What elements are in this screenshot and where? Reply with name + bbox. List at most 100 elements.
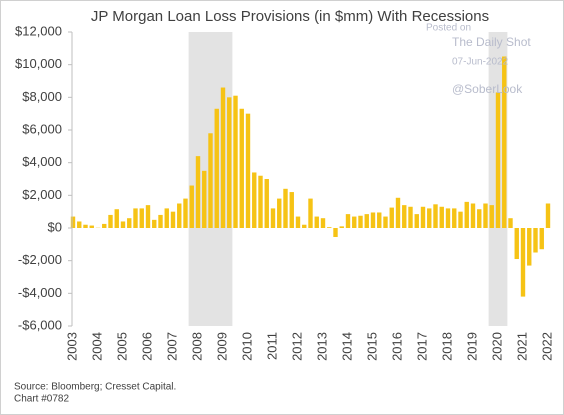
bar: [433, 204, 438, 228]
bar: [445, 208, 451, 228]
bar: [539, 228, 544, 250]
bar: [370, 212, 376, 228]
x-tick-label: 2003: [64, 332, 79, 361]
y-tick-label: $10,000: [15, 56, 62, 71]
bar: [364, 214, 369, 228]
watermark: 07-Jun-2022: [452, 57, 509, 68]
bar: [477, 209, 482, 228]
bar: [527, 228, 532, 266]
x-tick-label: 2019: [464, 332, 479, 361]
x-tick-label: 2010: [239, 332, 254, 361]
y-tick-label: $2,000: [22, 187, 62, 202]
bar: [158, 214, 163, 228]
x-tick-label: 2014: [339, 332, 354, 361]
x-tick-label: 2015: [364, 332, 379, 361]
bar: [458, 211, 463, 228]
bar: [177, 203, 182, 228]
bar: [145, 205, 151, 228]
y-tick-label: $0: [48, 219, 62, 234]
bar: [289, 192, 294, 228]
x-tick-label: 2016: [389, 332, 404, 361]
bar: [320, 218, 326, 228]
x-tick-label: 2018: [439, 332, 454, 361]
bar: [202, 170, 207, 228]
bar: [439, 206, 444, 228]
bar: [333, 228, 338, 237]
bar: [377, 212, 382, 228]
bar: [283, 188, 288, 228]
bar: [170, 211, 176, 228]
bar: [264, 179, 269, 228]
watermark: @SoberLook: [452, 82, 523, 96]
x-tick-label: 2005: [114, 332, 129, 361]
bar: [470, 203, 476, 228]
bar: [339, 226, 344, 228]
bar: [152, 219, 157, 228]
bar: [502, 56, 507, 228]
bar: [108, 214, 113, 228]
x-tick-label: 2013: [314, 332, 329, 361]
bar: [358, 215, 363, 228]
bar: [427, 208, 432, 228]
watermark: The Daily Shot: [452, 35, 531, 49]
bar: [120, 221, 126, 228]
bar: [408, 206, 413, 228]
bar: [402, 205, 407, 228]
bar-layer: [70, 56, 551, 297]
bar: [508, 218, 513, 228]
bar: [277, 198, 282, 228]
bar: [139, 208, 144, 228]
bar: [495, 92, 501, 228]
bar: [420, 206, 426, 228]
x-tick-label: 2007: [164, 332, 179, 361]
source: Source: Bloomberg; Cresset Capital.: [14, 382, 176, 393]
bar: [189, 185, 194, 228]
y-tick-label: $12,000: [15, 23, 62, 38]
bar: [195, 156, 201, 228]
y-tick-label: -$4,000: [18, 285, 62, 300]
x-tick-label: 2011: [264, 332, 279, 360]
y-tick-label: $4,000: [22, 154, 62, 169]
bar: [77, 221, 82, 228]
y-tick-label: $6,000: [22, 121, 62, 136]
bar: [89, 225, 94, 228]
bar: [452, 208, 457, 228]
bar: [239, 108, 244, 228]
chart-number: Chart #0782: [14, 394, 69, 405]
x-tick-label: 2006: [139, 332, 154, 361]
y-tick-label: -$6,000: [18, 317, 62, 332]
bar: [164, 208, 169, 228]
bar: [314, 216, 319, 228]
chart-title: JP Morgan Loan Loss Provisions (in $mm) …: [91, 8, 489, 25]
bar: [295, 216, 301, 228]
bar: [352, 216, 357, 228]
bar: [70, 216, 76, 228]
bar: [414, 214, 419, 228]
y-tick-label: $8,000: [22, 89, 62, 104]
bar: [102, 223, 107, 228]
bar: [114, 209, 119, 228]
bar: [545, 203, 551, 228]
bar: [533, 228, 538, 253]
bar: [345, 214, 351, 228]
x-tick-label: 2004: [89, 332, 104, 361]
bar: [127, 218, 132, 228]
x-tick-label: 2017: [414, 332, 429, 361]
bar: [252, 172, 257, 228]
bar: [183, 198, 188, 228]
bar: [483, 203, 488, 228]
bar: [220, 87, 226, 229]
bar: [489, 205, 494, 228]
bar: [233, 95, 238, 228]
x-tick-label: 2020: [489, 332, 504, 361]
bar: [464, 201, 469, 228]
bar: [133, 208, 138, 228]
bar: [395, 197, 401, 228]
x-tick-label: 2022: [539, 332, 554, 361]
watermark: Posted on: [426, 23, 471, 34]
bar: [520, 228, 526, 297]
bar: [208, 133, 213, 228]
x-tick-label: 2009: [214, 332, 229, 361]
bar: [245, 113, 251, 228]
